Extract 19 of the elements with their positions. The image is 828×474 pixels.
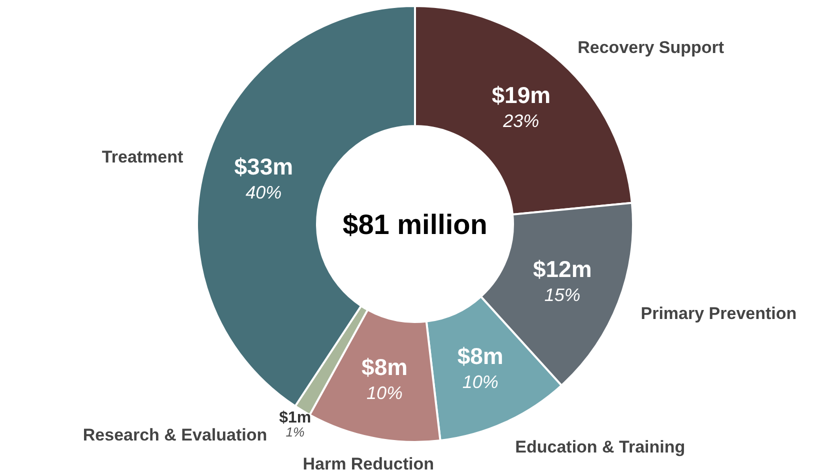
- data-label: $12m: [532, 256, 592, 282]
- slice-label: Education & Training: [515, 437, 686, 456]
- slice-label: Research & Evaluation: [82, 426, 268, 445]
- data-label: $8m: [457, 342, 504, 369]
- text: 10%: [462, 372, 498, 392]
- text: 15%: [544, 284, 580, 305]
- text: 40%: [246, 182, 282, 203]
- text: 1%: [286, 424, 305, 440]
- data-label: $33m: [234, 154, 294, 180]
- text: 23%: [503, 110, 540, 131]
- data-label: $8m: [362, 354, 408, 380]
- slice-label: Treatment: [102, 148, 184, 167]
- text: $81 million: [342, 209, 488, 240]
- data-label: $19m: [492, 82, 551, 108]
- slice-label: Harm Reduction: [302, 454, 434, 474]
- slice-label: Recovery Support: [578, 38, 724, 57]
- text: 10%: [366, 383, 403, 404]
- data-label: $1m: [279, 410, 312, 427]
- slice-label: Primary Prevention: [640, 304, 797, 324]
